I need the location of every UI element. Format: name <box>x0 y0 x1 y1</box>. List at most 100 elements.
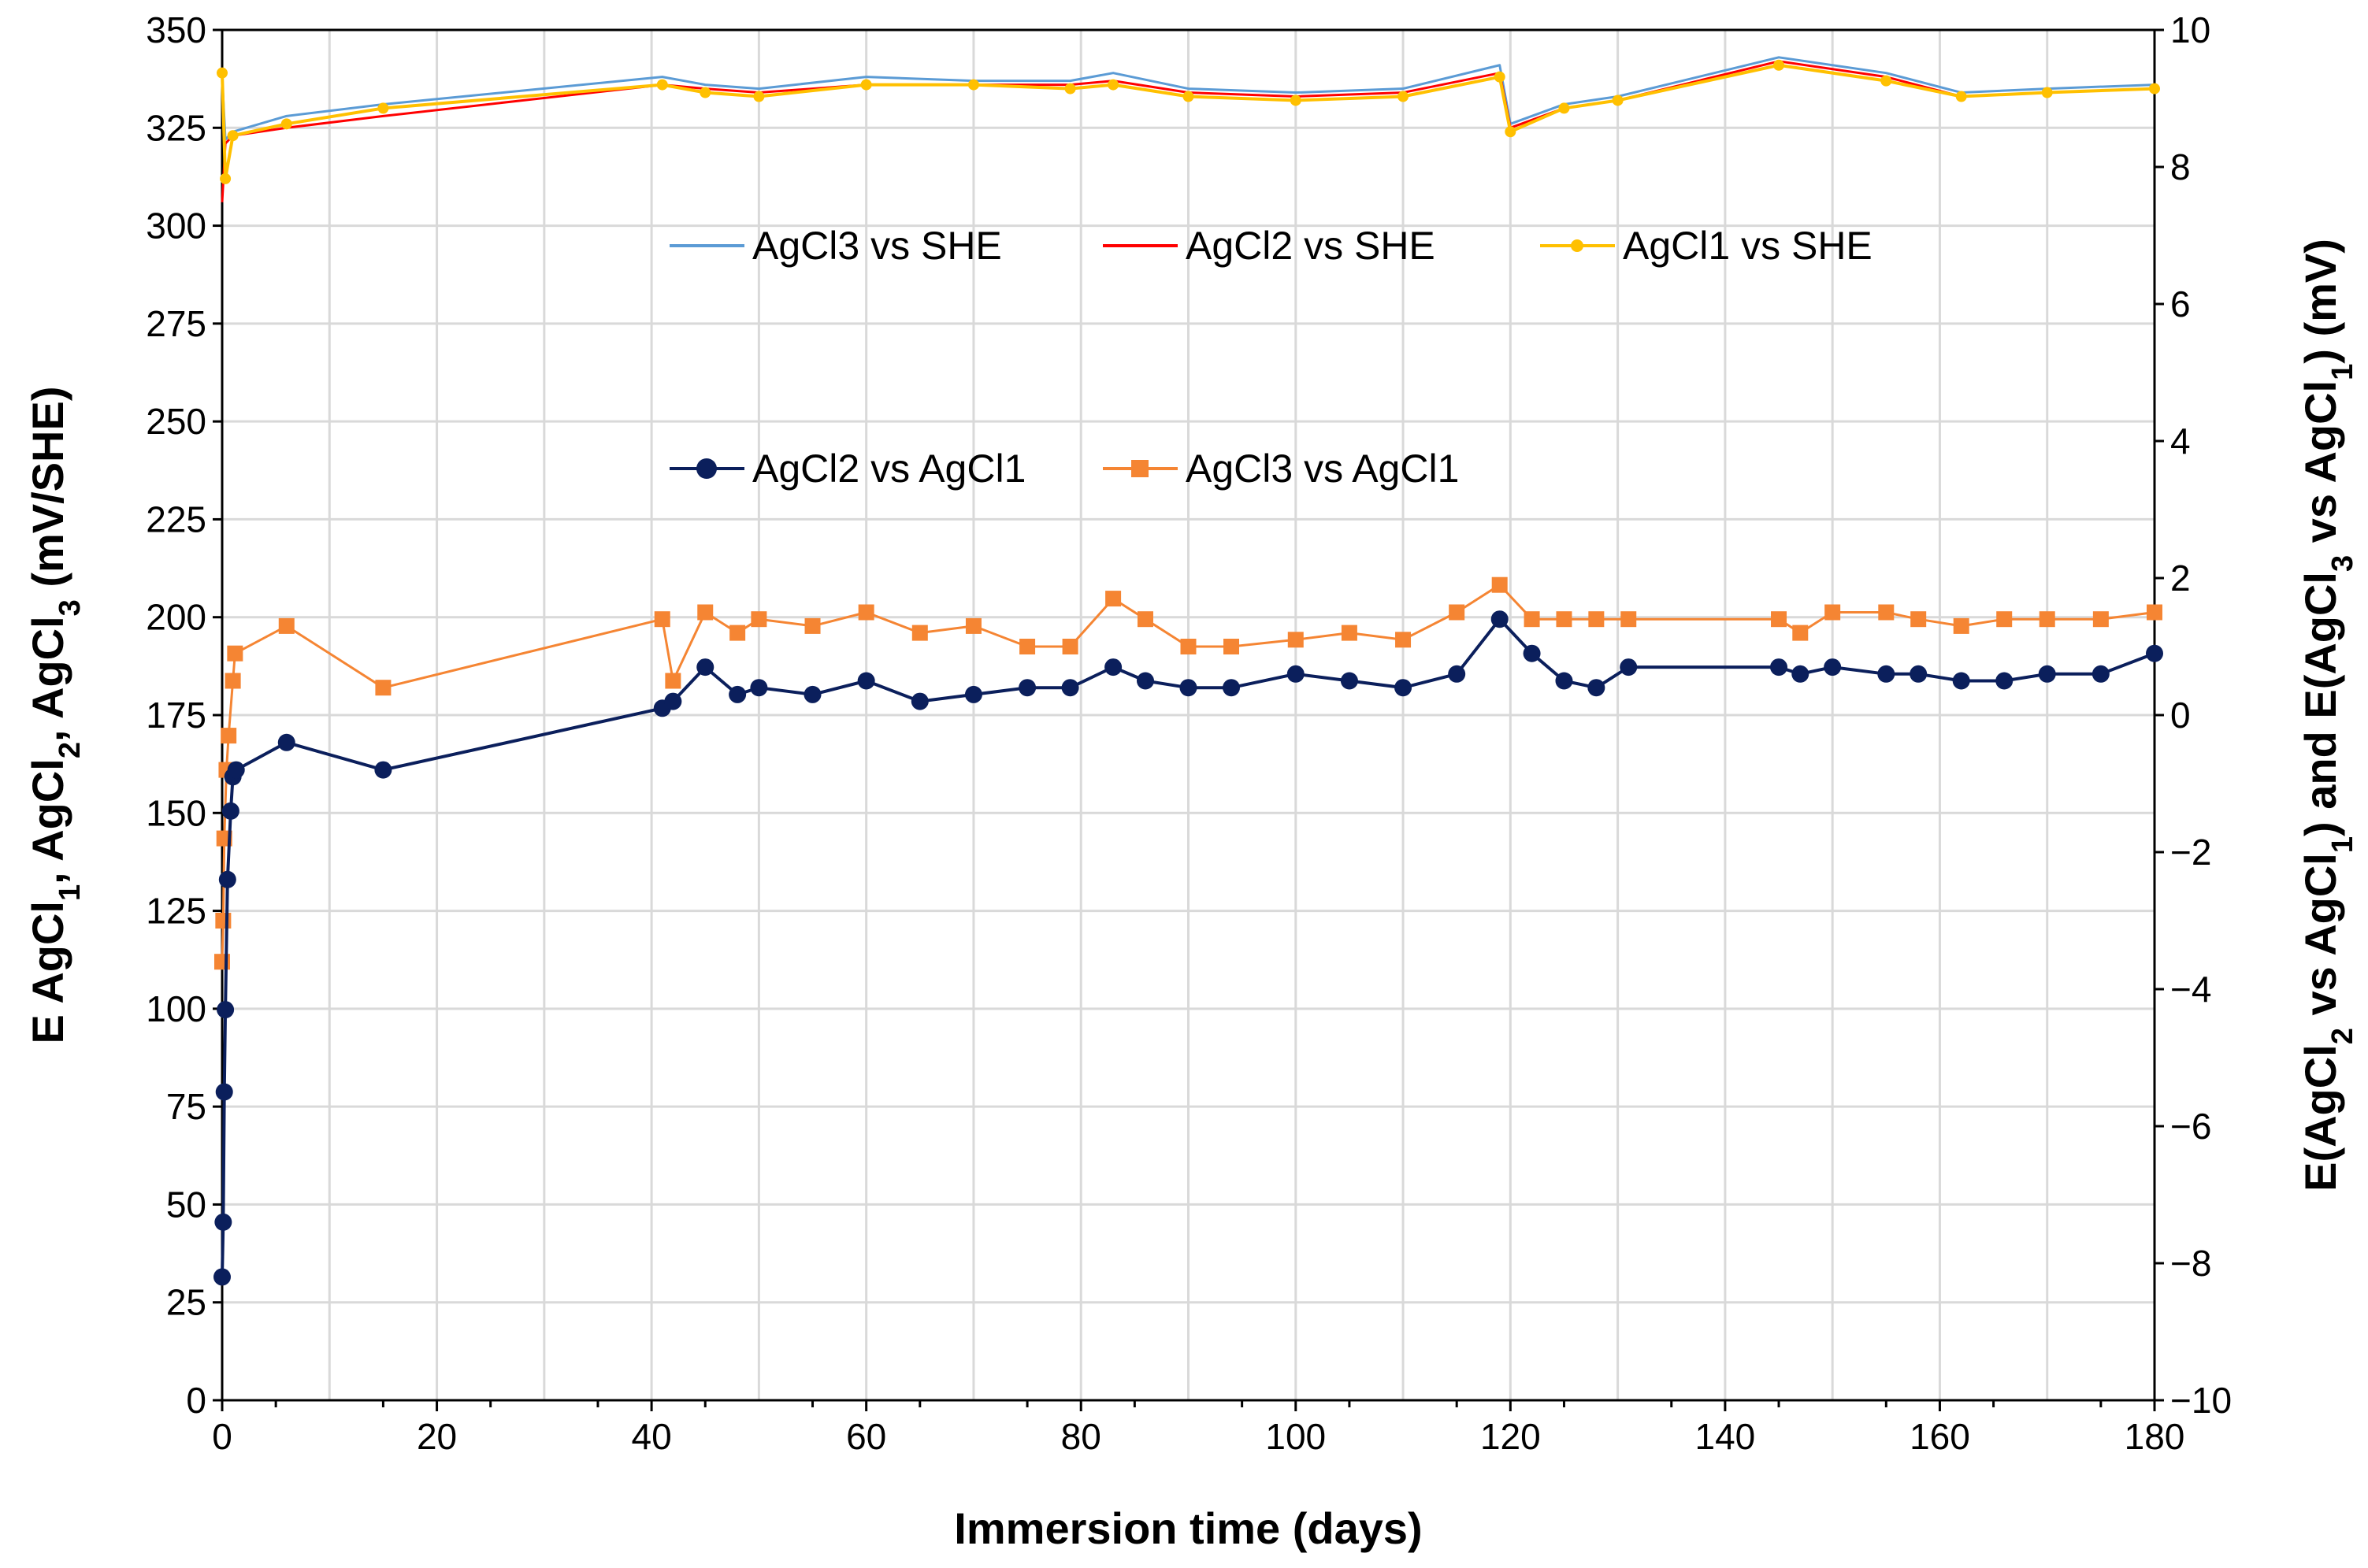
data-point <box>1955 91 1967 102</box>
data-point <box>377 102 389 114</box>
data-point <box>1180 639 1197 654</box>
data-point <box>1062 639 1078 654</box>
y-left-tick-label: 225 <box>146 499 206 539</box>
data-point <box>2038 665 2056 683</box>
data-point <box>215 1083 233 1101</box>
x-tick-label: 60 <box>846 1416 886 1457</box>
legend-swatch-marker <box>1571 239 1583 252</box>
data-point <box>1061 679 1079 697</box>
series-line <box>221 56 2155 141</box>
data-point <box>227 645 243 662</box>
data-point <box>1449 604 1465 621</box>
data-point <box>1910 665 1928 683</box>
data-point <box>1340 672 1358 690</box>
data-point <box>1494 71 1505 83</box>
data-point <box>729 685 747 703</box>
data-point <box>858 604 874 621</box>
data-point <box>277 733 295 751</box>
y-right-tick-label: 10 <box>2170 9 2210 50</box>
legend-swatch-marker <box>1131 460 1149 477</box>
data-point <box>1558 102 1570 114</box>
data-point <box>1824 604 1841 621</box>
data-point <box>1612 95 1624 106</box>
legend-entry: AgCl2 vs AgCl1 <box>670 447 1026 491</box>
x-tick-label: 40 <box>632 1416 672 1457</box>
y-left-tick-label: 200 <box>146 597 206 638</box>
y-left-tick-label: 350 <box>146 9 206 50</box>
data-point <box>375 680 392 696</box>
y-left-tick-label: 150 <box>146 792 206 833</box>
data-point <box>1773 59 1785 71</box>
y-right-tick-label: 0 <box>2170 695 2191 736</box>
subscript: 2 <box>2326 1028 2359 1044</box>
y-right-tick-label: −4 <box>2170 969 2211 1010</box>
y-left-tick-label: 325 <box>146 107 206 148</box>
data-point <box>1290 95 1301 106</box>
data-point <box>751 611 767 628</box>
data-point <box>1523 644 1541 662</box>
data-point <box>1588 611 1605 628</box>
x-axis-title: Immersion time (days) <box>954 1503 1422 1553</box>
legend-entry: AgCl3 vs SHE <box>670 224 1002 268</box>
legend-entry: AgCl2 vs SHE <box>1103 224 1435 268</box>
data-point <box>2039 611 2055 628</box>
data-point <box>1995 672 2014 690</box>
y-right-tick-label: 8 <box>2170 146 2191 187</box>
x-tick-label: 0 <box>212 1416 232 1457</box>
legend: AgCl3 vs SHE AgCl2 vs SHE AgCl1 vs SHE AgCl… <box>670 224 1873 491</box>
data-point <box>1397 91 1409 102</box>
data-point <box>911 692 929 710</box>
data-point <box>1019 639 1036 654</box>
data-point <box>1620 611 1637 628</box>
data-point <box>1524 611 1540 628</box>
subscript: 3 <box>54 599 87 616</box>
data-point <box>1791 665 1809 683</box>
data-point <box>964 685 982 703</box>
data-point <box>227 761 245 779</box>
data-point <box>700 87 711 98</box>
data-point <box>654 611 670 628</box>
data-point <box>1490 610 1509 628</box>
data-point <box>1824 658 1842 677</box>
y-right-tick-label: 4 <box>2170 421 2191 462</box>
data-point <box>1105 591 1122 607</box>
data-point <box>965 617 982 634</box>
data-point <box>1064 83 1076 95</box>
y-right-tick-label: −2 <box>2170 832 2211 873</box>
data-point <box>804 685 822 703</box>
data-point <box>911 625 928 641</box>
series-layer <box>213 56 2163 1286</box>
data-point <box>1137 611 1153 628</box>
y-right-tick-label: −6 <box>2170 1106 2211 1147</box>
subscript: 2 <box>54 742 87 758</box>
x-tick-label: 100 <box>1265 1416 1326 1457</box>
data-point <box>1104 658 1123 677</box>
series-agcl2-vs-agcl1 <box>213 610 2163 1286</box>
series-agcl3-vs-agcl1 <box>214 576 2162 970</box>
data-point <box>1223 679 1241 697</box>
y-left-tick-label: 300 <box>146 206 206 247</box>
x-tick-label: 160 <box>1910 1416 1970 1457</box>
series-agcl3-vs-she <box>221 56 2155 141</box>
data-point <box>2041 87 2053 98</box>
data-point <box>1491 576 1508 593</box>
data-point <box>225 673 241 689</box>
y-left-tick-label: 25 <box>166 1282 206 1323</box>
data-point <box>857 672 875 690</box>
y-left-tick-label: 50 <box>166 1184 206 1225</box>
data-point <box>220 172 232 184</box>
data-point <box>1448 665 1466 683</box>
legend-label: AgCl1 vs SHE <box>1623 224 1873 268</box>
data-point <box>2092 611 2109 628</box>
data-point <box>967 79 979 91</box>
data-point <box>656 79 668 91</box>
data-point <box>1910 611 1927 628</box>
data-point <box>1952 672 1970 690</box>
data-point <box>1019 679 1037 697</box>
y-left-tick-label: 275 <box>146 303 206 344</box>
legend-entry: AgCl3 vs AgCl1 <box>1103 447 1459 491</box>
x-tick-label: 80 <box>1061 1416 1101 1457</box>
y-left-tick-label: 75 <box>166 1086 206 1127</box>
data-point <box>1179 679 1197 697</box>
